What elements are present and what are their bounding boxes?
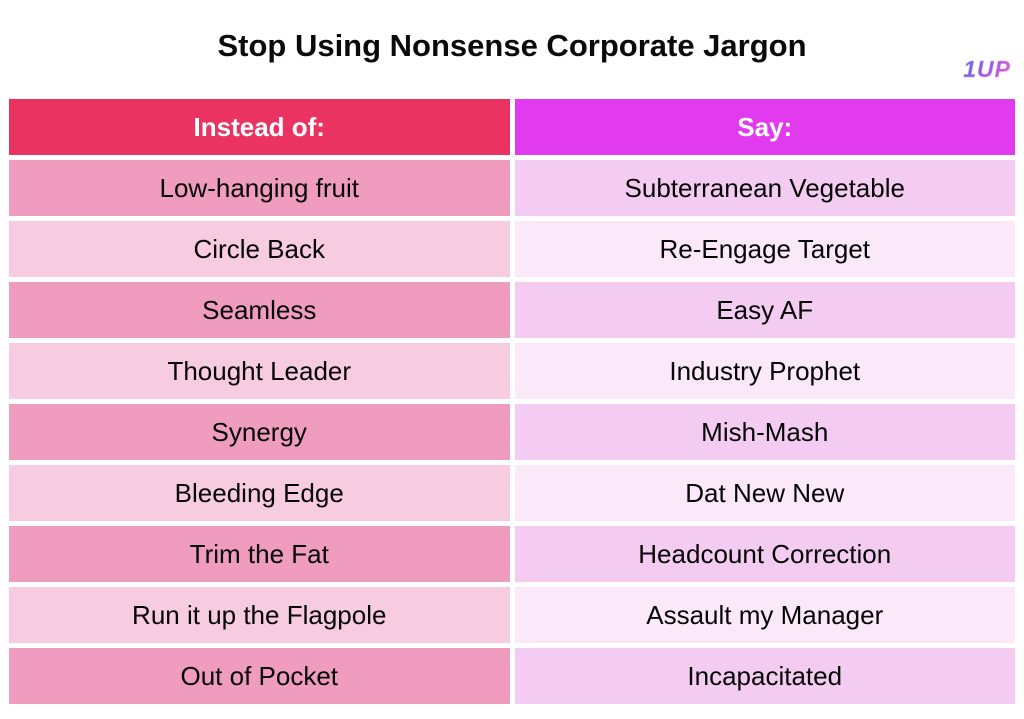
cell-instead-of: Circle Back bbox=[9, 221, 510, 277]
cell-say: Subterranean Vegetable bbox=[514, 160, 1015, 216]
cell-say: Assault my Manager bbox=[514, 587, 1015, 643]
cell-say: Headcount Correction bbox=[514, 526, 1015, 582]
brand-logo: 1UP bbox=[963, 56, 1011, 83]
cell-instead-of: Low-hanging fruit bbox=[9, 160, 510, 216]
cell-say: Dat New New bbox=[514, 465, 1015, 521]
cell-say: Easy AF bbox=[514, 282, 1015, 338]
column-header-say: Say: bbox=[514, 99, 1015, 155]
table-header-row: Instead of: Say: bbox=[9, 99, 1015, 155]
table-row: Trim the Fat Headcount Correction bbox=[9, 526, 1015, 582]
page-title: Stop Using Nonsense Corporate Jargon bbox=[217, 28, 807, 63]
cell-instead-of: Bleeding Edge bbox=[9, 465, 510, 521]
cell-instead-of: Out of Pocket bbox=[9, 648, 510, 704]
cell-instead-of: Run it up the Flagpole bbox=[9, 587, 510, 643]
table-row: Thought Leader Industry Prophet bbox=[9, 343, 1015, 399]
cell-say: Industry Prophet bbox=[514, 343, 1015, 399]
table-row: Circle Back Re-Engage Target bbox=[9, 221, 1015, 277]
table-row: Synergy Mish-Mash bbox=[9, 404, 1015, 460]
cell-instead-of: Thought Leader bbox=[9, 343, 510, 399]
table-row: Run it up the Flagpole Assault my Manage… bbox=[9, 587, 1015, 643]
cell-say: Incapacitated bbox=[514, 648, 1015, 704]
cell-instead-of: Trim the Fat bbox=[9, 526, 510, 582]
column-header-instead-of: Instead of: bbox=[9, 99, 510, 155]
jargon-table: Instead of: Say: Low-hanging fruit Subte… bbox=[9, 99, 1015, 704]
cell-say: Mish-Mash bbox=[514, 404, 1015, 460]
cell-say: Re-Engage Target bbox=[514, 221, 1015, 277]
table-row: Bleeding Edge Dat New New bbox=[9, 465, 1015, 521]
table-row: Seamless Easy AF bbox=[9, 282, 1015, 338]
table-row: Out of Pocket Incapacitated bbox=[9, 648, 1015, 704]
cell-instead-of: Seamless bbox=[9, 282, 510, 338]
table-row: Low-hanging fruit Subterranean Vegetable bbox=[9, 160, 1015, 216]
cell-instead-of: Synergy bbox=[9, 404, 510, 460]
